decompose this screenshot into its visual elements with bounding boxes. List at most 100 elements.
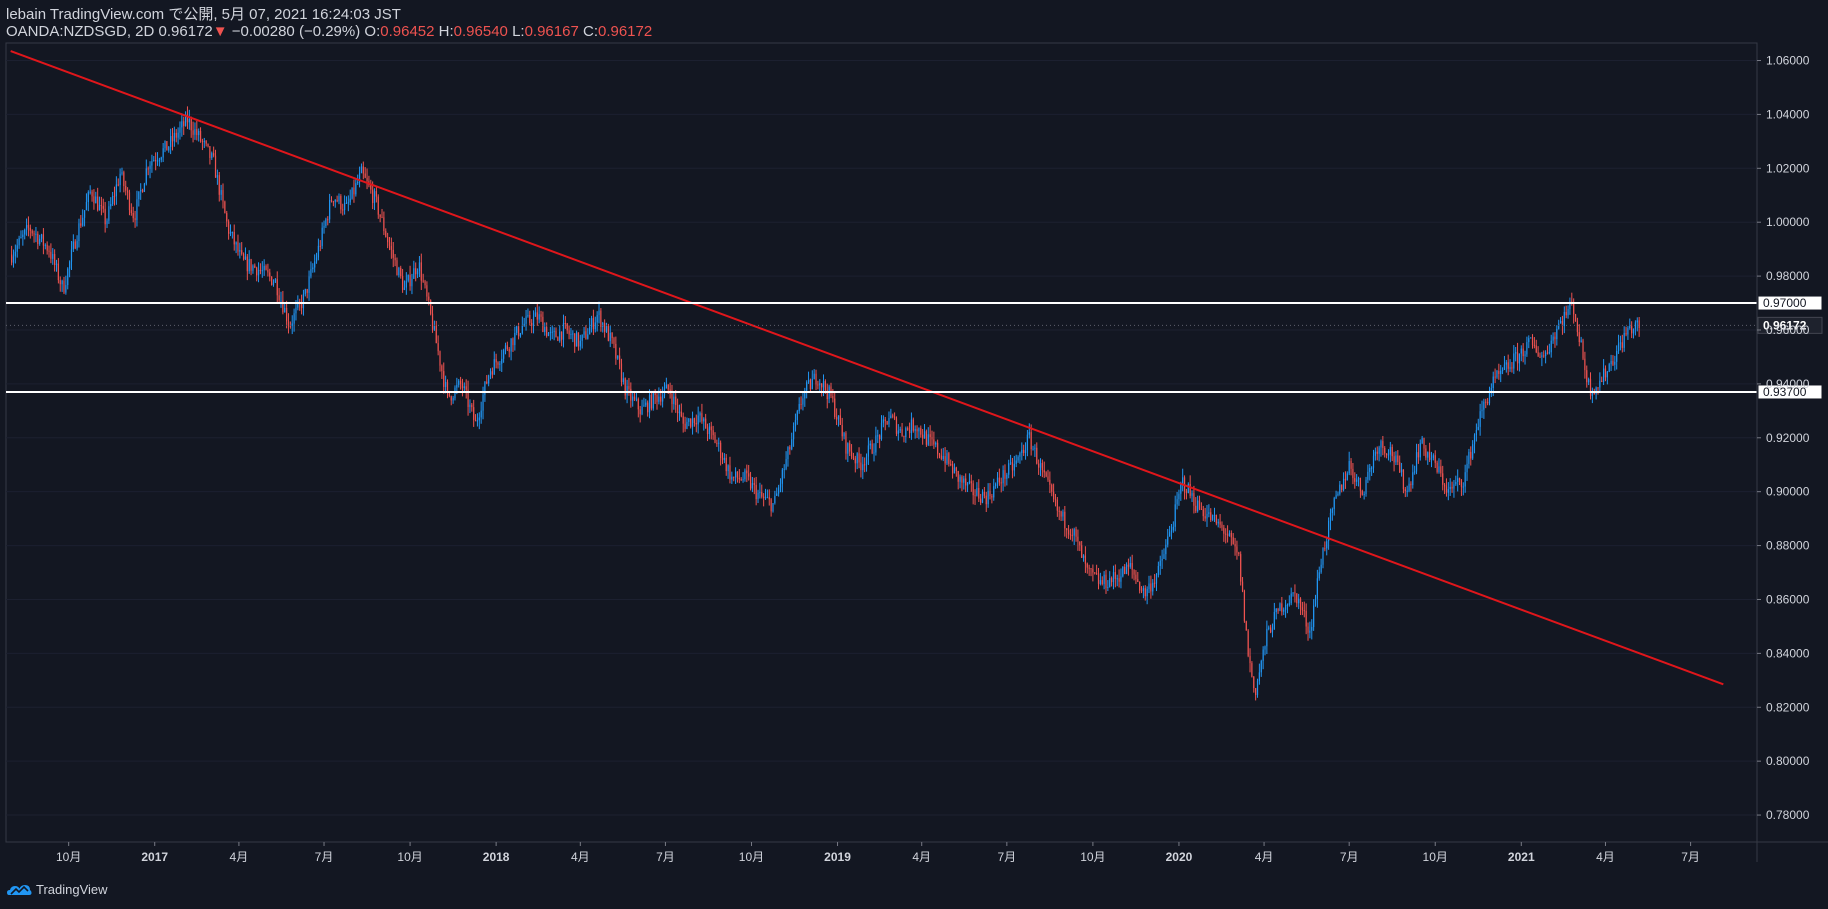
candle-up [1371, 467, 1373, 469]
candle-up [413, 268, 415, 279]
y-tick-label: 0.94000 [1766, 377, 1810, 391]
candle-up [1395, 455, 1397, 463]
candle-up [1258, 672, 1260, 681]
candle-down [991, 496, 993, 498]
candle-down [1404, 489, 1406, 492]
y-tick-label: 1.04000 [1766, 107, 1810, 121]
candle-down [854, 458, 856, 464]
tradingview-logo[interactable]: TradingView [6, 882, 108, 897]
candle-down [676, 405, 679, 414]
axes-layer: 1.06000 1.04000 1.02000 1.00000 0.98000 0.960… [6, 43, 1828, 864]
candle-down [1105, 574, 1107, 588]
candle-down [705, 418, 707, 429]
candle-up [562, 323, 565, 340]
candle-up [24, 229, 26, 235]
candle-down [396, 260, 398, 276]
candle-up [1152, 582, 1154, 592]
candle-up [751, 483, 754, 489]
candle-down [637, 398, 639, 410]
candle-down [577, 332, 580, 347]
candle-down [42, 234, 45, 246]
candle-down [1092, 568, 1094, 573]
candle-up [357, 181, 359, 184]
candle-up [1172, 526, 1174, 531]
candle-up [1412, 472, 1414, 486]
candle-up [231, 231, 233, 233]
candle-up [781, 469, 783, 484]
candle-up [110, 204, 112, 207]
x-tick-label: 10月 [739, 850, 764, 864]
candle-down [366, 177, 368, 182]
candle-down [809, 379, 812, 390]
candle-down [459, 380, 462, 385]
candle-down [1077, 536, 1079, 542]
ohlc-line: OANDA:NZDSGD, 2D 0.96172▼ −0.00280 (−0.2… [6, 23, 652, 40]
candle-up [959, 476, 961, 482]
candle-down [725, 457, 727, 472]
low-value: 0.96167 [524, 23, 579, 40]
candle-up [1496, 370, 1498, 378]
candle-up [87, 192, 89, 203]
candle-down [1240, 554, 1242, 582]
candle-up [1567, 309, 1569, 316]
candle-up [1148, 583, 1150, 590]
candle-up [575, 332, 578, 347]
candle-down [965, 478, 967, 486]
candle-down [130, 210, 132, 213]
candle-up [579, 340, 581, 347]
candle-down [141, 190, 144, 192]
candle-down [1096, 573, 1098, 575]
level-price-label: 0.93700 [1763, 385, 1807, 399]
candle-up [547, 332, 550, 336]
candle-up [525, 316, 527, 324]
candle-up [1125, 564, 1128, 575]
candle-down [1382, 441, 1384, 448]
candle-down [287, 321, 290, 326]
candle-up [744, 470, 746, 480]
candle-down [1223, 527, 1225, 534]
candle-down [1576, 321, 1579, 333]
candle-up [314, 261, 316, 268]
candle-down [286, 307, 288, 322]
trendline[interactable] [10, 50, 1724, 686]
last-price-label: 0.96172 [1763, 318, 1807, 332]
x-tick-label: 4月 [912, 850, 931, 864]
candle-up [1558, 323, 1560, 329]
candle-up [935, 442, 937, 445]
candle-up [1515, 352, 1517, 354]
candle-down [753, 483, 755, 485]
candle-up [890, 415, 892, 418]
candle-up [257, 269, 260, 276]
candle-up [83, 210, 86, 218]
candle-up [673, 396, 675, 405]
candle-down [362, 166, 364, 174]
candle-up [244, 256, 247, 260]
candle-up [1318, 572, 1320, 579]
candle-up [1556, 328, 1558, 340]
candle-up [1273, 612, 1275, 630]
candle-up [1168, 532, 1171, 537]
candle-down [1245, 621, 1247, 631]
candle-down [1225, 533, 1227, 535]
candle-up [405, 280, 407, 288]
candle-down [1023, 449, 1025, 454]
candle-down [1200, 508, 1203, 510]
candle-down [282, 300, 284, 313]
candle-up [570, 334, 572, 336]
candle-up [643, 405, 645, 407]
y-tick-label: 0.92000 [1766, 431, 1810, 445]
candle-up [184, 114, 187, 126]
candle-down [817, 384, 819, 386]
candle-up [1286, 604, 1289, 606]
candle-down [443, 371, 445, 387]
candle-down [113, 195, 116, 197]
candle-up [527, 314, 529, 317]
candles-layer [11, 106, 1640, 701]
candle-down [370, 185, 372, 190]
candle-down [1277, 608, 1279, 611]
candle-down [907, 428, 909, 430]
candle-up [1290, 593, 1292, 604]
candle-down [585, 331, 587, 339]
candle-up [1283, 609, 1285, 612]
